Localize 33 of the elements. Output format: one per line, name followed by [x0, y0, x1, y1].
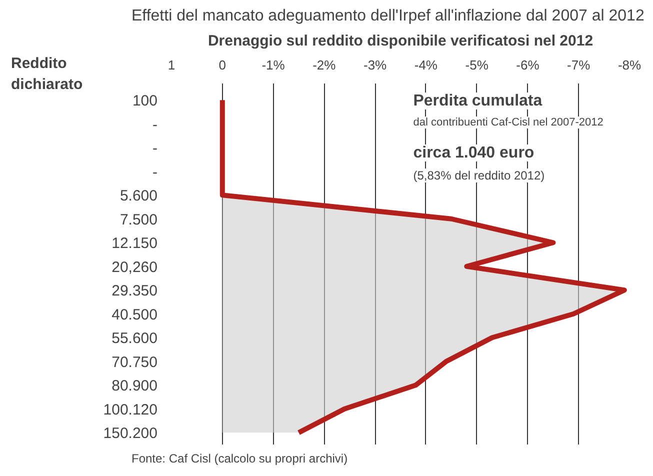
x-tick-label: 0	[218, 58, 226, 72]
x-tick-label: -7%	[567, 58, 591, 72]
y-tick-label: 5.600	[120, 188, 158, 205]
y-tick-label: -	[152, 140, 158, 158]
y-tick-label: 100.120	[103, 401, 158, 418]
y-tick-label: 150.200	[103, 425, 158, 442]
annotation: (5,83% del reddito 2012)	[413, 168, 545, 182]
y-tick-label: 12.150	[112, 235, 158, 252]
x-tick-label: 1	[168, 58, 176, 72]
x-axis-title: Drenaggio sul reddito disponibile verificatosi nel 2012	[208, 32, 594, 50]
annotation: dal contribuenti Caf-Cisl nel 2007-2012	[413, 116, 604, 128]
x-tick-label: -8%	[618, 58, 642, 72]
x-tick-label: -5%	[465, 58, 489, 72]
x-tick-label: -4%	[414, 58, 438, 72]
source-note: Fonte: Caf Cisl (calcolo su propri archivi)	[132, 452, 348, 466]
y-tick-label: 80.900	[112, 378, 158, 395]
chart-title: Effetti del mancato adeguamento dell'Irpef all'inflazione dal 2007 al 2012	[132, 8, 644, 24]
y-tick-label: 29.350	[112, 282, 158, 300]
x-tick-label: -1%	[262, 58, 286, 72]
y-tick-label: -	[152, 164, 158, 181]
y-tick-label: 7.500	[120, 211, 158, 228]
y-tick-label: -	[152, 116, 158, 134]
y-tick-label: 70.750	[112, 354, 158, 371]
x-tick-label: -3%	[363, 58, 388, 72]
y-tick-label: 20,260	[112, 258, 158, 276]
y-tick-label: 100	[132, 92, 158, 110]
x-tick-label: -2%	[312, 58, 336, 72]
x-tick-label: -6%	[516, 58, 540, 72]
annotation: circa 1.040 euro	[413, 144, 534, 162]
y-tick-label: 55.600	[112, 330, 158, 348]
y-axis-title: Reddito dichiarato	[11, 54, 83, 96]
annotation: Perdita cumulata	[413, 92, 542, 110]
y-tick-label: 40.500	[112, 306, 158, 324]
